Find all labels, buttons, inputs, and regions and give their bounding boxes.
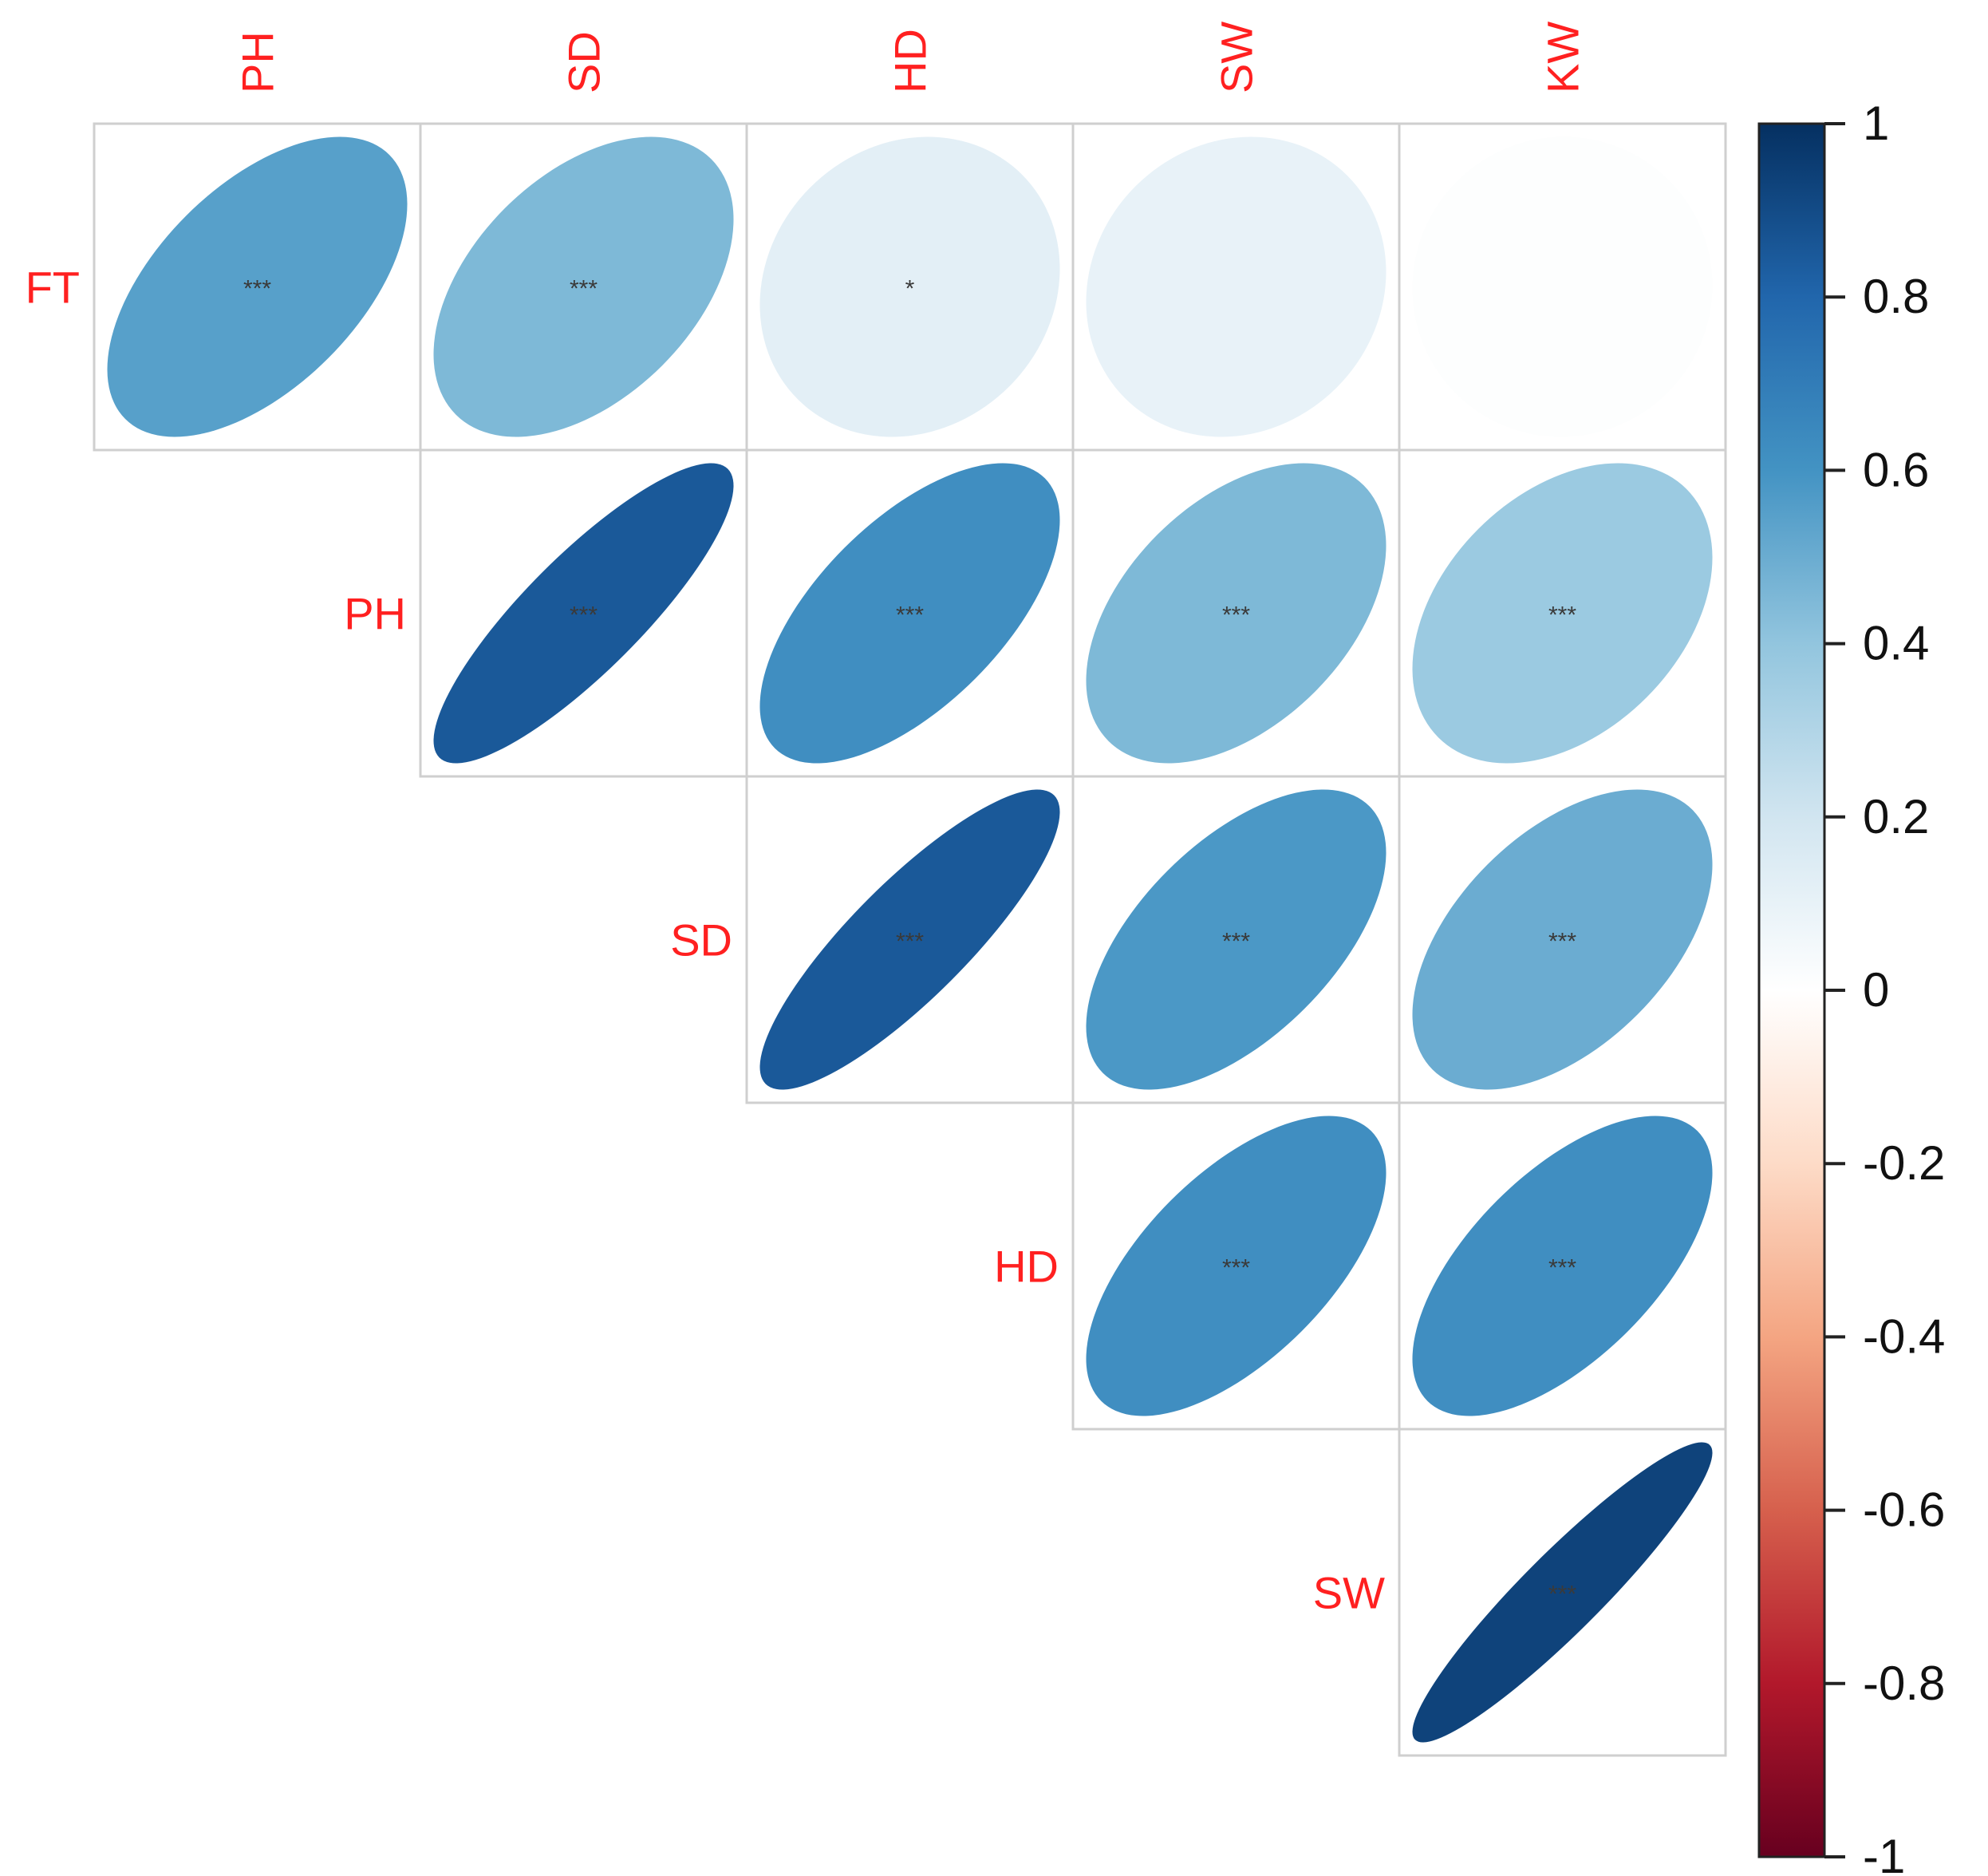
significance-label: *** — [1222, 929, 1250, 955]
column-label-sd: SD — [559, 31, 609, 93]
significance-label: *** — [570, 276, 598, 302]
correlation-ellipse — [1412, 463, 1713, 764]
cell-hd-sw: *** — [1071, 1101, 1401, 1431]
cell-ft-ph: *** — [93, 122, 422, 452]
significance-label: *** — [570, 602, 598, 629]
correlation-ellipse — [759, 136, 1060, 437]
significance-label: *** — [1548, 929, 1576, 955]
significance-label: *** — [896, 602, 924, 629]
correlation-ellipse — [433, 463, 734, 764]
colorbar-tick-label: -0.8 — [1863, 1657, 1945, 1710]
correlation-ellipse — [759, 463, 1060, 764]
colorbar-tick-label: 0.6 — [1863, 443, 1929, 496]
column-labels: PH SD HD SW KW — [233, 22, 1588, 93]
cell-ft-sd: *** — [419, 122, 748, 452]
correlation-ellipse — [433, 136, 734, 437]
cell-sd-hd: *** — [745, 775, 1075, 1104]
significance-label: *** — [1548, 1582, 1576, 1608]
colorbar-tick-label: 0.4 — [1863, 617, 1929, 670]
colorbar-tick-label: -0.4 — [1863, 1309, 1945, 1363]
colorbar-tick-label: -1 — [1863, 1830, 1905, 1876]
significance-label: *** — [1548, 602, 1576, 629]
correlation-ellipse — [1412, 1442, 1713, 1743]
row-label-ph: PH — [344, 589, 406, 639]
colorbar-tick-label: 0.8 — [1863, 270, 1929, 323]
correlation-ellipse — [1086, 136, 1386, 437]
colorbar: 1 0.8 0.6 0.4 0.2 0 -0.2 -0.4 -0.6 -0.8 -1 — [1757, 97, 1945, 1876]
cell-ft-kw — [1398, 122, 1727, 452]
cell-ft-sw — [1071, 122, 1401, 452]
cell-ph-kw: *** — [1398, 448, 1727, 778]
cell-ph-hd: *** — [745, 448, 1075, 778]
cell-sw-kw: *** — [1398, 1428, 1727, 1757]
row-labels: FT PH SD HD SW — [26, 263, 1386, 1618]
correlation-ellipse — [1412, 136, 1713, 437]
row-label-ft: FT — [26, 263, 80, 313]
significance-label: *** — [1222, 602, 1250, 629]
colorbar-tick-label: 1 — [1863, 97, 1889, 150]
column-label-hd: HD — [886, 29, 936, 93]
cell-hd-kw: *** — [1398, 1101, 1727, 1431]
cell-ph-sw: *** — [1071, 448, 1401, 778]
correlation-ellipse — [1412, 789, 1713, 1090]
significance-label: *** — [1222, 1255, 1250, 1282]
correlation-ellipse — [1086, 463, 1386, 764]
correlation-ellipse — [107, 136, 408, 437]
correlation-ellipse — [1412, 1116, 1713, 1416]
colorbar-tick-label: -0.6 — [1863, 1483, 1945, 1537]
column-label-kw: KW — [1538, 22, 1588, 93]
significance-label: *** — [896, 929, 924, 955]
correlation-ellipse — [1086, 1116, 1386, 1416]
cell-ft-hd: * — [745, 122, 1075, 452]
cell-ph-sd: *** — [419, 448, 748, 778]
row-label-sw: SW — [1313, 1568, 1385, 1618]
column-label-sw: SW — [1212, 22, 1262, 93]
colorbar-gradient — [1757, 122, 1826, 1858]
matrix-cells: *** *** **** *** *** ****** *** ****** ****** — [93, 122, 1727, 1757]
row-label-sd: SD — [670, 915, 732, 966]
correlation-ellipse — [1086, 789, 1386, 1090]
cell-sd-sw: *** — [1071, 775, 1401, 1104]
significance-label: * — [905, 276, 915, 302]
colorbar-tick-label: -0.2 — [1863, 1136, 1945, 1190]
significance-label: *** — [243, 276, 271, 302]
correlation-ellipse — [759, 789, 1060, 1090]
significance-label: *** — [1548, 1255, 1576, 1282]
row-label-hd: HD — [994, 1242, 1059, 1292]
cell-sd-kw: *** — [1398, 775, 1727, 1104]
colorbar-tick-label: 0.2 — [1863, 790, 1929, 843]
column-label-ph: PH — [233, 31, 283, 93]
colorbar-tick-label: 0 — [1863, 963, 1889, 1017]
